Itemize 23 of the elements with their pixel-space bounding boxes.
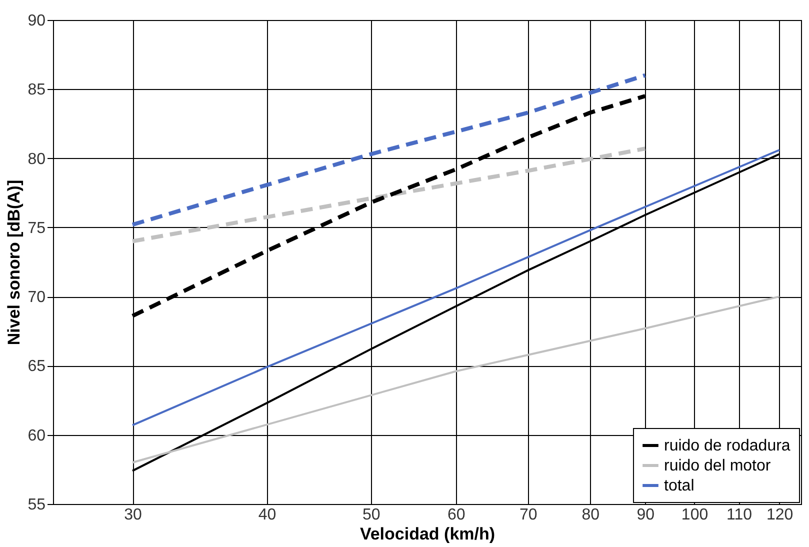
- y-tick-label: 70: [28, 289, 46, 306]
- x-tick-label: 80: [582, 506, 600, 524]
- x-tick-label: 40: [258, 506, 276, 524]
- x-tick-label: 120: [766, 506, 794, 524]
- x-tick-label: 30: [124, 506, 142, 524]
- y-tick-label: 60: [28, 427, 46, 444]
- y-tick-label: 55: [28, 496, 46, 514]
- y-tick-label: 80: [28, 150, 46, 168]
- x-axis-title: Velocidad (km/h): [360, 524, 496, 544]
- x-tick-label: 110: [726, 506, 752, 524]
- y-tick-label: 65: [28, 358, 46, 376]
- x-tick-label: 60: [448, 506, 466, 524]
- y-tick-label: 75: [28, 220, 46, 237]
- y-axis-title: Nivel sonoro [dB(A)]: [4, 180, 24, 346]
- x-tick-label: 90: [636, 506, 655, 524]
- legend-label: ruido de rodadura: [664, 438, 790, 454]
- legend-label: total: [664, 478, 694, 494]
- legend-label: ruido del motor: [664, 458, 772, 474]
- x-tick-label: 50: [362, 506, 380, 524]
- x-tick-label: 100: [681, 506, 708, 524]
- y-tick-label: 85: [28, 82, 46, 99]
- y-tick-label: 90: [28, 12, 46, 30]
- x-tick-label: 70: [519, 506, 538, 524]
